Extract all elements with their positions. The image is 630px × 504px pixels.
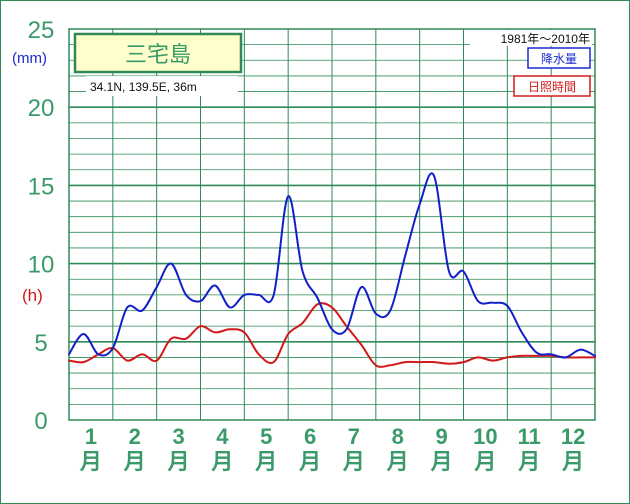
x-tick-label: 6 (304, 424, 316, 449)
x-tick-unit: 月 (561, 449, 584, 474)
x-tick-unit: 月 (342, 449, 365, 474)
y-tick-label: 10 (28, 252, 55, 279)
legend: 降水量 日照時間 (513, 47, 591, 97)
y-tick-label: 20 (28, 95, 55, 122)
location-label: 34.1N, 139.5E, 36m (90, 80, 197, 94)
y-tick-label: 0 (34, 408, 47, 435)
title-box: 三宅島 (73, 32, 243, 74)
x-tick-unit: 月 (517, 449, 540, 474)
x-tick-unit: 月 (254, 449, 277, 474)
grid (69, 29, 595, 420)
y-tick-label: 5 (34, 330, 47, 357)
x-tick-unit: 月 (298, 449, 321, 474)
x-tick-unit: 月 (473, 449, 496, 474)
x-tick-label: 11 (518, 424, 541, 449)
x-tick-label: 12 (561, 424, 585, 449)
legend-precip-label: 降水量 (541, 52, 577, 66)
x-tick-label: 3 (172, 424, 184, 449)
y-tick-label: 15 (28, 173, 55, 200)
x-tick-label: 7 (348, 424, 360, 449)
chart-title: 三宅島 (125, 43, 191, 68)
x-tick-label: 10 (473, 424, 497, 449)
series (68, 172, 596, 368)
legend-precip-box (527, 47, 591, 69)
x-tick-label: 4 (216, 424, 229, 449)
legend-sun-label: 日照時間 (528, 80, 576, 94)
legend-sun-box (513, 75, 591, 97)
x-tick-unit: 月 (386, 449, 409, 474)
x-tick-label: 1 (85, 424, 97, 449)
sunshine-line (68, 302, 596, 368)
precipitation-line (68, 172, 596, 359)
x-tick-unit: 月 (123, 449, 146, 474)
x-tick-label: 9 (435, 424, 447, 449)
y-axis: 0 5 10 15 20 25 (28, 17, 55, 435)
period-label: 1981年〜2010年 (501, 32, 590, 46)
y-unit-sunshine: (h) (22, 286, 43, 305)
x-tick-unit: 月 (430, 449, 453, 474)
x-tick-unit: 月 (79, 449, 102, 474)
x-tick-unit: 月 (210, 449, 233, 474)
x-tick-unit: 月 (167, 449, 190, 474)
x-tick-label: 5 (260, 424, 272, 449)
x-tick-label: 8 (392, 424, 404, 449)
x-tick-label: 2 (129, 424, 141, 449)
y-unit-precipitation: (mm) (12, 50, 47, 67)
y-tick-label: 25 (28, 17, 55, 44)
